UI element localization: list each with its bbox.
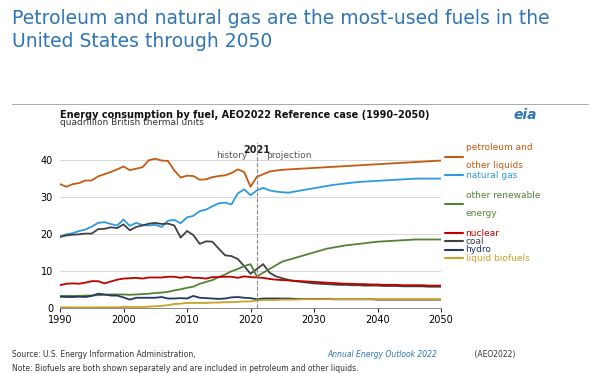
Text: nuclear: nuclear — [466, 229, 500, 238]
Text: hydro: hydro — [466, 245, 491, 254]
Text: other renewable: other renewable — [466, 191, 540, 200]
Text: petroleum and: petroleum and — [466, 143, 532, 152]
Text: liquid biofuels: liquid biofuels — [466, 254, 529, 263]
Text: other liquids: other liquids — [466, 161, 523, 170]
Text: Source: U.S. Energy Information Administration,: Source: U.S. Energy Information Administ… — [12, 350, 198, 359]
Text: coal: coal — [466, 237, 484, 246]
Text: Energy consumption by fuel, AEO2022 Reference case (1990–2050): Energy consumption by fuel, AEO2022 Refe… — [60, 110, 430, 120]
Text: Note: Biofuels are both shown separately and are included in petroleum and other: Note: Biofuels are both shown separately… — [12, 364, 359, 373]
Text: 2021: 2021 — [244, 145, 271, 155]
Text: quadrillion British thermal units: quadrillion British thermal units — [60, 118, 204, 127]
Text: natural gas: natural gas — [466, 171, 517, 180]
Text: energy: energy — [466, 209, 497, 218]
Text: projection: projection — [266, 151, 312, 160]
Text: Petroleum and natural gas are the most-used fuels in the
United States through 2: Petroleum and natural gas are the most-u… — [12, 9, 550, 51]
Text: history: history — [216, 151, 247, 160]
Text: (AEO2022): (AEO2022) — [472, 350, 515, 359]
Text: eia: eia — [513, 108, 537, 122]
Text: Annual Energy Outlook 2022: Annual Energy Outlook 2022 — [327, 350, 437, 359]
